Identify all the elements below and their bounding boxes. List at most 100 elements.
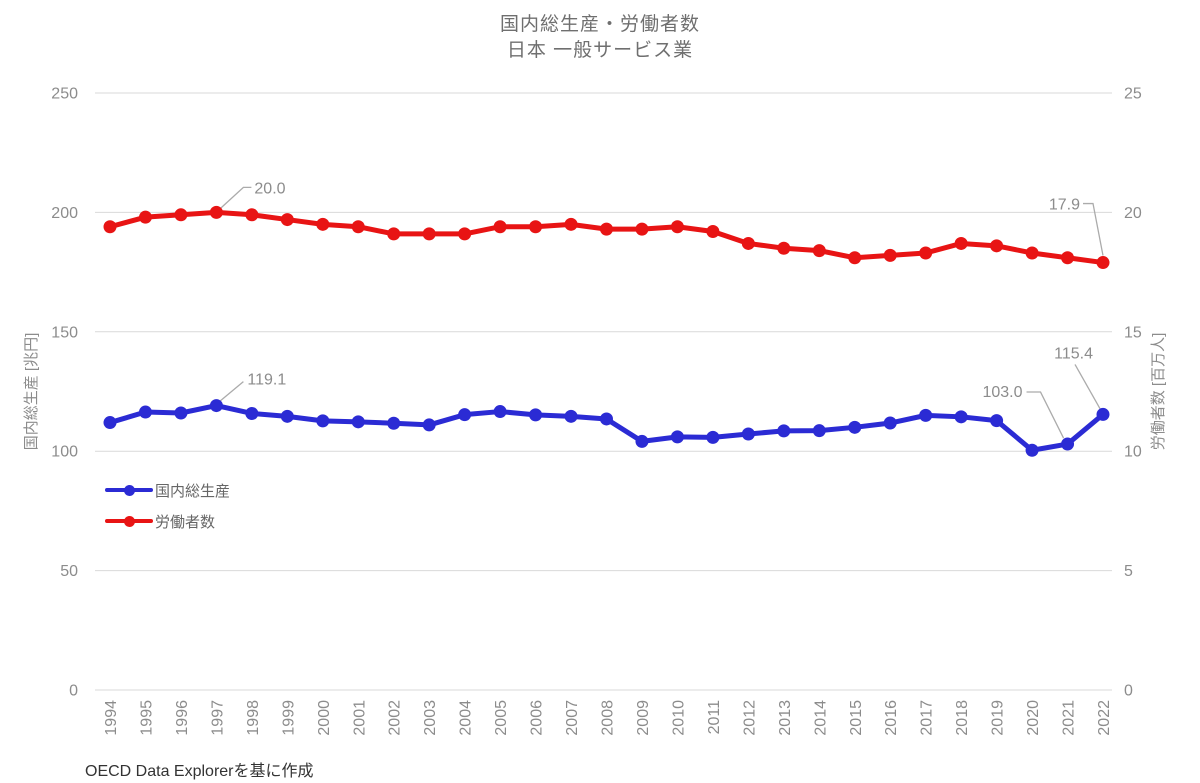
x-axis-tick-label: 2004 — [458, 700, 475, 736]
x-axis-tick-label: 2003 — [422, 700, 439, 736]
gdp-data-point-2018 — [954, 410, 968, 424]
gdp-data-point-2005 — [493, 405, 507, 419]
annotation-leader — [1083, 202, 1104, 256]
workers-data-point-2020 — [1025, 246, 1039, 260]
source-note: OECD Data Explorerを基に作成 — [85, 763, 314, 780]
x-axis-tick-label: 2022 — [1096, 700, 1113, 736]
legend-item-workers: 労働者数 — [105, 510, 230, 532]
x-axis-tick-label: 2019 — [990, 700, 1007, 736]
annotation-label: 115.4 — [1054, 345, 1093, 362]
gdp-data-point-2013 — [777, 424, 791, 438]
gdp-line — [107, 403, 1106, 453]
workers-line — [107, 209, 1106, 266]
right-axis-title: 労働者数 [百万人] — [1150, 333, 1167, 451]
legend-item-gdp: 国内総生産 — [105, 479, 230, 501]
workers-data-point-2005 — [493, 220, 507, 234]
left-axis-tick-label: 50 — [60, 563, 78, 580]
x-axis-tick-label: 2015 — [848, 700, 865, 736]
right-axis-tick-label: 5 — [1124, 563, 1133, 580]
workers-data-point-2013 — [777, 241, 791, 255]
workers-data-point-2022 — [1096, 256, 1110, 270]
workers-data-point-2003 — [422, 227, 436, 241]
gdp-data-point-2010 — [670, 430, 684, 444]
right-axis-tick-label: 0 — [1124, 683, 1133, 700]
gdp-data-point-2001 — [351, 415, 365, 429]
workers-data-point-1998 — [245, 208, 259, 222]
left-axis-tick-label: 250 — [51, 86, 78, 103]
chart-subtitle: 日本 一般サービス業 — [506, 39, 694, 61]
annotation-leader — [218, 381, 244, 403]
x-axis-tick-label: 2016 — [883, 700, 900, 736]
left-axis-tick-label: 0 — [69, 683, 78, 700]
workers-data-point-2006 — [529, 220, 543, 234]
gdp-data-point-2008 — [600, 412, 613, 426]
x-axis-tick-label: 1995 — [138, 700, 155, 736]
workers-data-point-2010 — [670, 220, 684, 234]
chart-title: 国内総生産・労働者数 — [499, 14, 700, 35]
gdp-data-point-2007 — [564, 409, 578, 423]
workers-data-point-2011 — [706, 225, 720, 239]
annotation-leader — [1026, 391, 1065, 439]
x-axis-tick-label: 2005 — [493, 700, 510, 736]
gdp-data-point-2017 — [919, 408, 933, 422]
workers-data-point-2002 — [387, 227, 401, 241]
gdp-data-point-2019 — [990, 414, 1004, 428]
workers-data-point-2021 — [1061, 251, 1075, 265]
annotation-label: 103.0 — [982, 384, 1022, 401]
x-axis-tick-label: 2002 — [387, 700, 404, 736]
left-axis-title: 国内総生産 [兆円] — [23, 333, 40, 451]
workers-data-point-1994 — [103, 220, 117, 234]
chart-legend: 国内総生産 労働者数 — [105, 479, 230, 541]
x-axis-tick-label: 1998 — [245, 700, 262, 736]
gdp-legend-line-icon — [105, 484, 153, 496]
workers-data-point-2014 — [812, 244, 826, 258]
x-axis-tick-label: 2010 — [670, 700, 687, 736]
x-axis-tick-label: 2001 — [351, 700, 368, 736]
x-axis-tick-label: 1996 — [174, 700, 191, 736]
gdp-data-point-1994 — [103, 416, 117, 430]
left-axis-tick-label: 200 — [51, 205, 78, 222]
gdp-data-point-2002 — [387, 416, 401, 430]
gdp-data-point-2015 — [848, 420, 862, 434]
gdp-data-point-2022 — [1096, 407, 1110, 421]
gdp-data-point-2009 — [635, 434, 649, 448]
gdp-data-point-2020 — [1025, 443, 1039, 457]
workers-data-point-2016 — [883, 248, 897, 262]
gdp-data-point-2006 — [529, 408, 543, 422]
annotation-label: 17.9 — [1049, 197, 1080, 214]
workers-data-point-2004 — [458, 227, 472, 241]
x-axis-tick-label: 2006 — [529, 700, 546, 736]
x-axis-tick-label: 2007 — [564, 700, 581, 736]
legend-label-gdp: 国内総生産 — [155, 482, 231, 500]
gdp-data-point-2012 — [741, 427, 755, 441]
annotation-leader — [1074, 364, 1102, 411]
workers-data-point-2019 — [990, 239, 1004, 253]
gdp-data-point-2014 — [812, 424, 826, 438]
x-axis-tick-label: 2021 — [1061, 700, 1078, 736]
workers-data-point-2007 — [564, 217, 578, 231]
right-axis-tick-label: 25 — [1124, 86, 1142, 103]
right-axis-tick-label: 15 — [1124, 324, 1142, 341]
workers-data-point-2000 — [316, 217, 330, 231]
x-axis-tick-label: 1994 — [103, 700, 120, 736]
right-axis-tick-label: 20 — [1124, 205, 1142, 222]
x-axis-tick-label: 2018 — [954, 700, 971, 736]
x-axis-tick-label: 2020 — [1025, 700, 1042, 736]
title-block: 国内総生産・労働者数 日本 一般サービス業 — [0, 12, 1200, 63]
x-axis-tick-label: 2008 — [600, 700, 617, 736]
gdp-data-point-2003 — [422, 418, 436, 432]
annotation-leader — [218, 186, 252, 210]
annotation-label: 20.0 — [254, 180, 285, 197]
gdp-data-point-1997 — [209, 399, 223, 413]
right-axis-tick-label: 10 — [1124, 444, 1142, 461]
gdp-data-point-2016 — [883, 416, 897, 430]
x-axis-tick-label: 1997 — [209, 700, 226, 736]
workers-data-point-1997 — [209, 205, 223, 219]
x-axis-tick-label: 2014 — [812, 700, 829, 736]
left-axis-tick-label: 100 — [51, 444, 78, 461]
workers-data-point-2015 — [848, 251, 862, 265]
x-axis-tick-label: 2012 — [741, 700, 758, 736]
x-axis-tick-label: 1999 — [280, 700, 297, 736]
gdp-data-point-2021 — [1061, 437, 1075, 451]
